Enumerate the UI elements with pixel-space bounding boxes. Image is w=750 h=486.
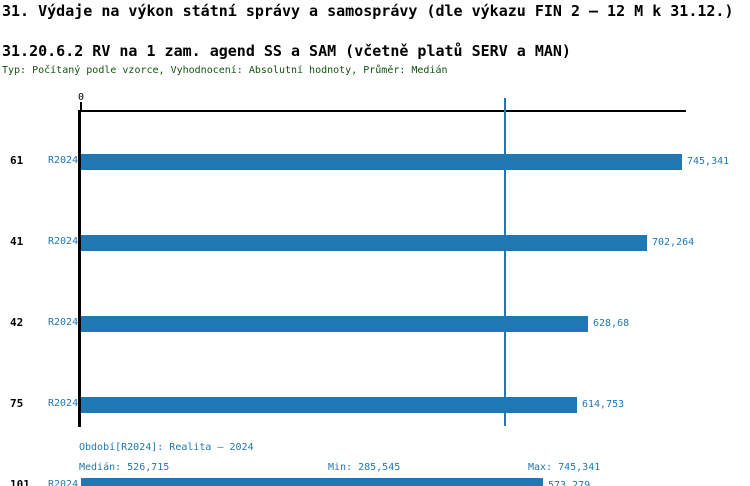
page-subtitle: 31.20.6.2 RV na 1 zam. agend SS a SAM (v… xyxy=(2,42,571,60)
median-line xyxy=(504,98,506,426)
footer-max-label: Max: 745,341 xyxy=(528,462,601,473)
row-bar xyxy=(81,316,588,332)
chart-meta-line: Typ: Počítaný podle vzorce, Vyhodnocení:… xyxy=(2,65,448,76)
row-bar xyxy=(81,397,577,413)
row-id-label: 42 xyxy=(10,316,24,329)
row-id-label: 101 xyxy=(10,478,30,486)
chart-row: 75 R2024 614,753 xyxy=(0,393,750,417)
footer-median-label: Medián: 526,715 xyxy=(79,462,170,473)
footer-min-label: Min: 285,545 xyxy=(328,462,401,473)
row-period-label: R2024 xyxy=(48,236,79,247)
row-value-label: 628,68 xyxy=(593,318,630,329)
row-value-label: 573,279 xyxy=(548,480,591,486)
chart-row: 101 R2024 573,279 xyxy=(0,474,750,486)
row-id-label: 75 xyxy=(10,397,24,410)
row-period-label: R2024 xyxy=(48,155,79,166)
row-value-label: 702,264 xyxy=(652,237,695,248)
axis-y-line xyxy=(78,110,81,427)
axis-origin-label: 0 xyxy=(77,92,85,103)
row-bar xyxy=(81,154,682,170)
row-period-label: R2024 xyxy=(48,317,79,328)
chart-row: 61 R2024 745,341 xyxy=(0,150,750,174)
row-period-label: R2024 xyxy=(48,398,79,409)
row-period-label: R2024 xyxy=(48,479,79,486)
axis-origin-tick xyxy=(80,102,82,110)
row-bar xyxy=(81,478,543,486)
axis-top-line xyxy=(80,110,686,112)
row-value-label: 745,341 xyxy=(687,156,730,167)
row-id-label: 41 xyxy=(10,235,24,248)
chart-rows: 61 R2024 745,341 41 R2024 702,264 42 R20… xyxy=(0,112,750,486)
row-bar xyxy=(81,235,647,251)
row-id-label: 61 xyxy=(10,154,24,167)
row-value-label: 614,753 xyxy=(582,399,625,410)
chart-row: 42 R2024 628,68 xyxy=(0,312,750,336)
footer-period-label: Období[R2024]: Realita – 2024 xyxy=(79,442,254,453)
page-title: 31. Výdaje na výkon státní správy a samo… xyxy=(2,2,734,20)
chart-row: 41 R2024 702,264 xyxy=(0,231,750,255)
